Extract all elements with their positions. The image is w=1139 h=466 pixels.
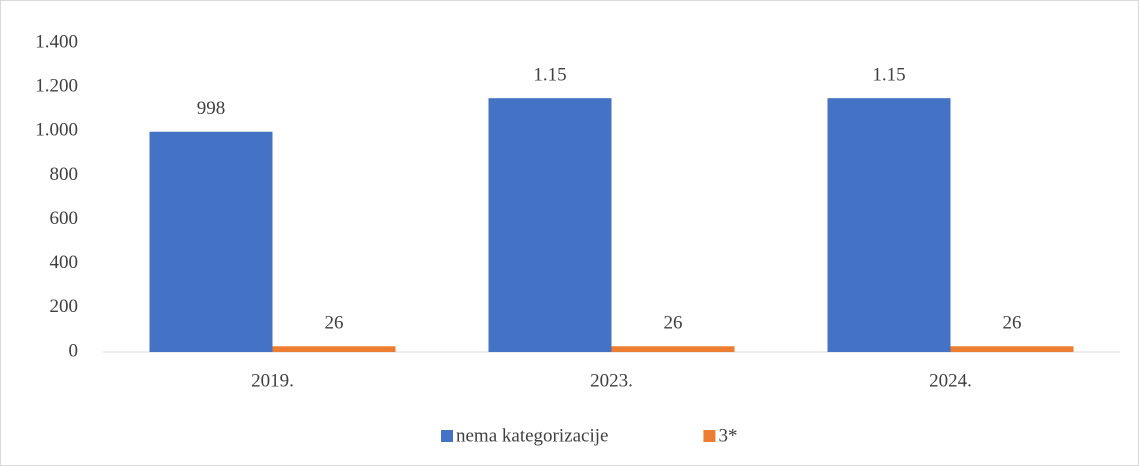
data-label: 1.15: [533, 65, 566, 86]
bar: [149, 131, 273, 352]
x-tick-label: 2024.: [929, 370, 972, 391]
data-label: 26: [664, 313, 683, 334]
y-tick-label: 200: [50, 296, 79, 317]
data-label: 26: [325, 313, 344, 334]
bar: [488, 98, 612, 352]
x-tick-label: 2019.: [251, 370, 294, 391]
legend-label: 3*: [718, 425, 737, 446]
y-tick-label: 1.200: [35, 76, 78, 97]
y-tick-label: 0: [69, 340, 79, 361]
legend-swatch: [441, 430, 453, 442]
y-tick-label: 400: [50, 252, 79, 273]
y-tick-label: 1.000: [35, 120, 78, 141]
data-label: 26: [1003, 313, 1022, 334]
y-tick-label: 600: [50, 208, 79, 229]
y-tick-label: 1.400: [35, 31, 78, 52]
data-label: 1.15: [872, 65, 905, 86]
bar: [272, 346, 396, 352]
data-label: 998: [197, 98, 226, 119]
legend-label: nema kategorizacije: [456, 425, 608, 446]
y-tick-label: 800: [50, 164, 79, 185]
bar: [950, 346, 1074, 352]
x-tick-label: 2023.: [590, 370, 633, 391]
legend-swatch: [703, 430, 716, 442]
bar: [827, 98, 951, 352]
bar: [611, 346, 735, 352]
